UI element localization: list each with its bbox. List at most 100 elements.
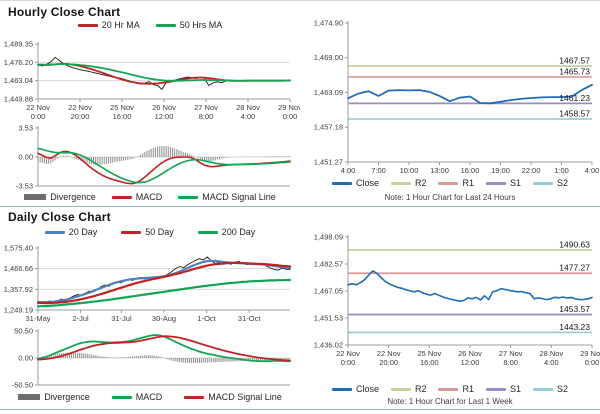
daily-pivot-note: Note: 1 Hour Chart for Last 1 Week	[387, 397, 513, 406]
legend-label: 20 Hr MA	[101, 20, 140, 30]
svg-text:1,451.53: 1,451.53	[314, 314, 343, 323]
svg-text:29 Nov: 29 Nov	[278, 103, 300, 112]
daily-pivot-panel: 1,498.09 1,482.57 1,467.05 1,451.53 1,436.02…	[300, 206, 600, 414]
svg-text:1,463.04: 1,463.04	[4, 76, 33, 85]
legend-item: MACD	[111, 392, 162, 402]
svg-text:4:00: 4:00	[241, 112, 256, 120]
hourly-pivot-note: Note: 1 Hour Chart for Last 24 Hours	[384, 193, 516, 202]
svg-text:25 Nov: 25 Nov	[110, 103, 134, 112]
hourly-pivot-chart: 1,474.90 1,469.00 1,463.09 1,457.18 1,451.27…	[314, 19, 600, 176]
svg-text:22 Nov: 22 Nov	[377, 349, 401, 358]
svg-text:27 Nov: 27 Nov	[499, 349, 523, 358]
svg-text:-50.50: -50.50	[12, 381, 33, 390]
svg-text:1,451.27: 1,451.27	[314, 158, 343, 167]
legend-item: R1	[438, 384, 474, 394]
legend-swatch	[111, 395, 132, 399]
svg-text:7:00: 7:00	[371, 166, 386, 175]
svg-text:4:00: 4:00	[544, 358, 559, 367]
legend-swatch	[390, 181, 411, 185]
hourly-close-panel: Hourly Close Chart 20 Hr MA 50 Hrs MA 1,4…	[0, 1, 300, 206]
legend-swatch	[155, 23, 176, 27]
svg-text:3.53: 3.53	[18, 124, 33, 133]
horizontal-divider	[0, 206, 600, 207]
legend-item: S1	[486, 384, 521, 394]
hourly-pivot-legend: Close R2 R1 S1 S2	[300, 178, 600, 188]
legend-label: R2	[414, 178, 427, 188]
legend-item: Divergence	[24, 192, 96, 202]
legend-label: S2	[557, 178, 569, 188]
legend-label: R1	[462, 384, 474, 394]
svg-text:1477.27: 1477.27	[559, 263, 590, 273]
legend-label: Close	[355, 384, 379, 394]
legend-item: 200 Day	[197, 227, 256, 237]
legend-swatch	[438, 387, 459, 391]
svg-text:1461.23: 1461.23	[559, 93, 590, 103]
svg-text:1,498.09: 1,498.09	[314, 233, 343, 242]
svg-text:12:00: 12:00	[155, 112, 174, 120]
daily-macd-legend: Divergence MACD MACD Signal Line	[0, 392, 300, 402]
legend-item: 20 Day	[44, 227, 98, 237]
svg-text:1465.73: 1465.73	[559, 66, 590, 76]
legend-item: MACD Signal Line	[184, 392, 282, 402]
legend-item: Close	[331, 384, 379, 394]
legend-item: MACD Signal Line	[178, 192, 276, 202]
svg-text:1,575.40: 1,575.40	[4, 244, 33, 253]
daily-pivot-legend: Close R2 R1 S1 S2	[300, 384, 600, 394]
legend-label: Close	[355, 178, 379, 188]
daily-pivot-chart: 1,498.09 1,482.57 1,467.05 1,451.53 1,436.02…	[314, 233, 600, 368]
legend-swatch	[77, 23, 98, 27]
svg-text:16:00: 16:00	[113, 112, 132, 120]
svg-text:8:00: 8:00	[503, 358, 518, 367]
svg-text:1453.57: 1453.57	[559, 304, 590, 314]
svg-text:1,474.90: 1,474.90	[314, 19, 343, 28]
svg-text:1:00: 1:00	[554, 166, 569, 175]
svg-text:1490.63: 1490.63	[559, 239, 590, 249]
legend-swatch	[486, 181, 506, 185]
svg-text:22:00: 22:00	[522, 166, 541, 175]
legend-label: 200 Day	[221, 227, 256, 237]
svg-text:28 Nov: 28 Nov	[539, 349, 563, 358]
svg-text:1,457.18: 1,457.18	[314, 123, 343, 132]
svg-text:1,249.19: 1,249.19	[4, 306, 33, 315]
svg-text:8:00: 8:00	[199, 112, 214, 120]
hourly-pivot-panel: 1,474.90 1,469.00 1,463.09 1,457.18 1,451.27…	[300, 1, 600, 206]
legend-label: S2	[557, 384, 569, 394]
legend-label: Divergence	[50, 192, 96, 202]
svg-text:1,449.88: 1,449.88	[4, 95, 33, 104]
svg-text:1,463.09: 1,463.09	[314, 88, 343, 97]
svg-text:0.00: 0.00	[18, 354, 33, 363]
legend-swatch	[533, 387, 554, 391]
svg-text:31-Jul: 31-Jul	[111, 314, 132, 323]
legend-item: S2	[533, 178, 568, 188]
legend-item: 50 Day	[121, 227, 174, 237]
legend-label: S1	[510, 384, 522, 394]
legend-label: 20 Day	[68, 227, 98, 237]
svg-text:0.00: 0.00	[18, 153, 33, 162]
svg-text:16:00: 16:00	[420, 358, 439, 367]
legend-swatch	[533, 181, 554, 185]
legend-item: Divergence	[18, 392, 90, 402]
svg-text:27 Nov: 27 Nov	[194, 103, 218, 112]
svg-text:1458.57: 1458.57	[559, 109, 590, 119]
legend-swatch	[331, 387, 352, 391]
svg-text:1467.57: 1467.57	[559, 56, 590, 66]
svg-text:25 Nov: 25 Nov	[417, 349, 441, 358]
svg-text:2-Jul: 2-Jul	[72, 314, 89, 323]
svg-text:19:00: 19:00	[491, 166, 510, 175]
svg-text:1,476.20: 1,476.20	[4, 58, 33, 67]
svg-text:31-May: 31-May	[25, 314, 50, 323]
daily-section-title: Daily Close Chart	[8, 210, 111, 224]
svg-text:4:00: 4:00	[341, 166, 356, 175]
svg-text:20:00: 20:00	[379, 358, 398, 367]
svg-text:0:00: 0:00	[283, 112, 298, 120]
hourly-macd-legend: Divergence MACD MACD Signal Line	[0, 192, 300, 202]
legend-swatch	[438, 181, 459, 185]
legend-label: S1	[510, 178, 522, 188]
legend-item: Close	[331, 178, 379, 188]
svg-text:4:00: 4:00	[585, 166, 600, 175]
svg-text:28 Nov: 28 Nov	[236, 103, 260, 112]
legend-swatch	[197, 230, 218, 234]
svg-text:31-Oct: 31-Oct	[238, 314, 261, 323]
